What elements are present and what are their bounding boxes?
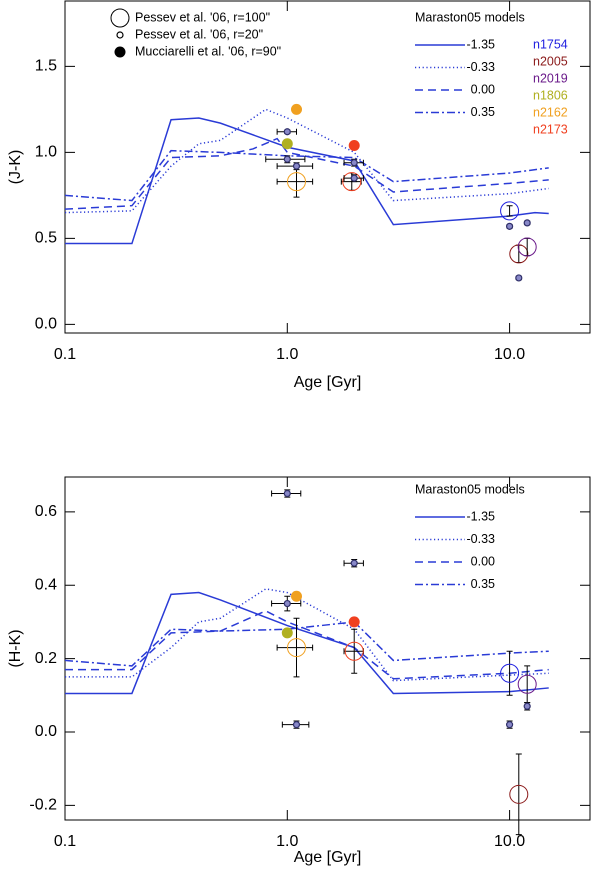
point-filled <box>348 139 360 151</box>
legend-label: Pessev et al. '06, r=100" <box>135 10 270 24</box>
y-tick-label: 0.6 <box>35 503 57 520</box>
y-error-bar <box>515 753 522 836</box>
point-filled <box>290 103 302 115</box>
model-line <box>64 108 549 214</box>
point-small <box>350 174 358 182</box>
point-big <box>286 638 306 658</box>
legend-title: Maraston05 models <box>415 482 525 496</box>
cluster-label: n2005 <box>533 54 568 68</box>
x-tick-label: 10.0 <box>494 833 525 850</box>
x-error-bar <box>276 178 314 185</box>
legend-label: -1.35 <box>467 37 496 51</box>
point-big <box>517 237 537 257</box>
point-big <box>517 674 537 694</box>
point-small <box>523 702 531 710</box>
model-line <box>65 591 549 695</box>
point-big <box>500 663 520 683</box>
x-tick-label: 1.0 <box>276 833 298 850</box>
point-small <box>283 489 291 498</box>
point-filled <box>348 616 360 628</box>
point-small <box>515 274 523 282</box>
y-axis-label: (H-K) <box>7 629 24 667</box>
y-tick-label: 1.5 <box>35 58 57 75</box>
plot-frame <box>64 0 591 334</box>
y-error-bar <box>506 650 513 696</box>
x-tick-label: 10.0 <box>494 346 525 363</box>
x-axis-label: Age [Gyr] <box>294 849 362 866</box>
cluster-label: n1806 <box>533 88 568 102</box>
point-small <box>283 599 291 608</box>
y-tick-label: 0.4 <box>35 576 57 593</box>
point-big <box>110 8 130 28</box>
y-tick-label: 0.2 <box>35 650 57 667</box>
point-big <box>344 641 364 661</box>
y-tick-label: 0.5 <box>35 230 57 247</box>
point-small <box>350 559 358 567</box>
x-axis-label: Age [Gyr] <box>294 374 362 391</box>
y-tick-label: 1.0 <box>35 144 57 161</box>
legend-label: 0.00 <box>471 82 495 96</box>
point-small <box>283 128 291 136</box>
point-small <box>292 721 301 729</box>
legend-label: Mucciarelli et al. '06, r=90" <box>135 44 281 58</box>
legend-label: -0.33 <box>467 532 496 546</box>
model-line <box>64 621 549 667</box>
point-small <box>116 31 124 39</box>
point-filled <box>290 590 302 602</box>
y-tick-label: 0.0 <box>35 723 57 740</box>
x-tick-label: 1.0 <box>276 346 298 363</box>
point-small <box>505 721 514 729</box>
legend-label: 0.35 <box>471 577 495 591</box>
legend-label: -0.33 <box>467 60 496 74</box>
point-small <box>505 222 514 230</box>
model-line <box>65 610 549 680</box>
legend-title: Maraston05 models <box>415 10 525 24</box>
point-small <box>350 159 358 167</box>
model-line <box>65 588 549 682</box>
y-tick-label: -0.2 <box>29 797 57 814</box>
cluster-label: n2173 <box>533 122 568 136</box>
model-line <box>64 149 549 202</box>
point-filled <box>114 46 126 58</box>
model-line <box>64 137 549 210</box>
point-big <box>342 172 362 192</box>
plot-frame <box>64 476 591 821</box>
x-error-bar <box>276 644 314 651</box>
cluster-label: n2019 <box>533 71 568 85</box>
legend-label: -1.35 <box>467 509 496 523</box>
point-big <box>509 784 529 804</box>
point-small <box>523 219 531 227</box>
legend-label: 0.00 <box>471 554 495 568</box>
cluster-label: n1754 <box>533 37 568 51</box>
point-filled <box>281 627 293 639</box>
x-tick-label: 0.1 <box>54 346 76 363</box>
y-tick-label: 0.0 <box>35 316 57 333</box>
cluster-label: n2162 <box>533 105 568 119</box>
legend-label: Pessev et al. '06, r=20" <box>135 27 263 41</box>
x-tick-label: 0.1 <box>54 833 76 850</box>
y-error-bar <box>506 205 513 217</box>
point-small <box>292 162 301 170</box>
y-axis-label: (J-K) <box>7 150 24 185</box>
point-filled <box>281 138 293 150</box>
point-small <box>283 155 291 163</box>
point-big <box>500 201 520 221</box>
model-line <box>65 117 549 245</box>
point-big <box>286 172 306 192</box>
legend-label: 0.35 <box>471 105 495 119</box>
